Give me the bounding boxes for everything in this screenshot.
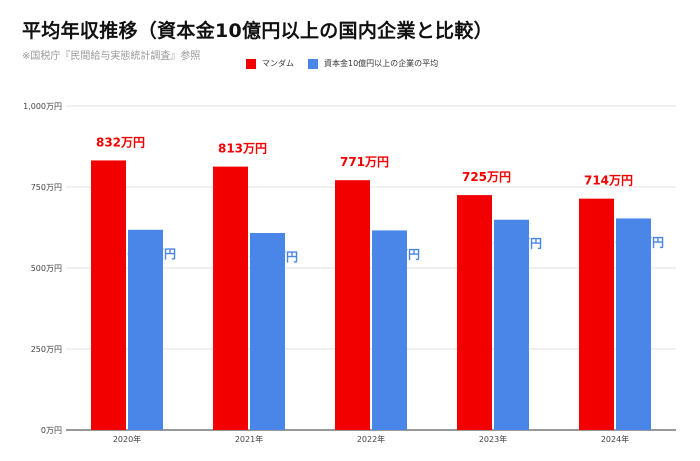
data-label-series2: 618万円 (127, 247, 176, 261)
data-label-series1: 714万円 (584, 174, 633, 188)
x-tick-label: 2023年 (479, 434, 507, 444)
bar-series1 (213, 166, 248, 430)
data-label-series1: 813万円 (218, 142, 267, 156)
y-tick-label: 250万円 (31, 345, 62, 354)
legend-label-series1: マンダム (262, 59, 294, 68)
legend-swatch-series1 (246, 58, 256, 69)
y-tick-label: 750万円 (31, 183, 62, 192)
data-label-series1: 832万円 (96, 135, 145, 149)
x-tick-label: 2021年 (235, 434, 263, 444)
bar-series2 (250, 233, 285, 430)
chart-title: 平均年収推移（資本金10億円以上の国内企業と比較） (22, 20, 493, 42)
x-tick-label: 2022年 (357, 434, 385, 444)
x-tick-label: 2020年 (113, 434, 141, 444)
y-tick-label: 0万円 (41, 426, 62, 435)
data-label-series1: 771万円 (340, 155, 389, 169)
bar-series1 (335, 180, 370, 430)
bar-series1 (91, 160, 126, 430)
data-label-series2: 616万円 (371, 247, 420, 261)
data-label-series1: 725万円 (462, 170, 511, 184)
bar-series1 (579, 198, 614, 430)
legend-item-series2: 資本金10億円以上の企業の平均 (308, 58, 438, 69)
legend-item-series1: マンダム (246, 58, 294, 69)
bar-series2 (128, 229, 163, 430)
bar-series2 (616, 218, 651, 430)
x-tick-label: 2024年 (601, 434, 629, 444)
chart-subtitle: ※国税庁『民間給与実態統計調査』参照 (22, 51, 201, 62)
y-tick-label: 500万円 (31, 264, 62, 273)
y-tick-label: 1,000万円 (23, 102, 62, 111)
legend-swatch-series2 (308, 58, 318, 69)
data-label-series2: 653万円 (615, 235, 664, 249)
legend: マンダム 資本金10億円以上の企業の平均 (246, 58, 452, 69)
legend-label-series2: 資本金10億円以上の企業の平均 (324, 59, 439, 68)
data-label-series2: 608万円 (249, 250, 298, 264)
bar-series2 (372, 230, 407, 430)
bar-series1 (457, 195, 492, 430)
data-label-series2: 649万円 (493, 237, 542, 251)
bar-series2 (494, 219, 529, 430)
